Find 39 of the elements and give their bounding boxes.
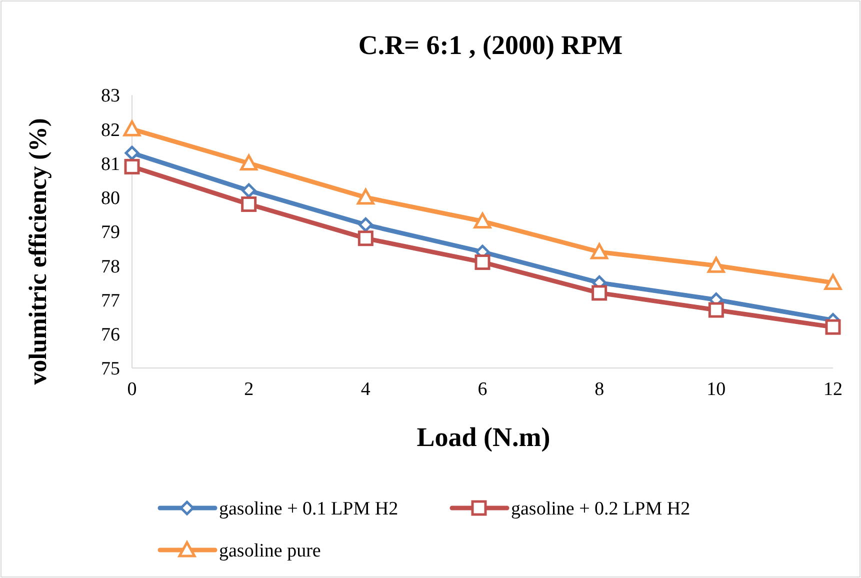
y-axis-title: volumitric efficiency (%) bbox=[25, 118, 52, 385]
point bbox=[358, 217, 373, 232]
point bbox=[241, 196, 257, 212]
legend-label: gasoline + 0.1 LPM H2 bbox=[219, 498, 398, 520]
x-tick-label: 10 bbox=[706, 379, 726, 400]
point bbox=[707, 256, 725, 273]
point bbox=[240, 154, 258, 170]
point bbox=[592, 285, 608, 301]
x-tick-label: 6 bbox=[478, 379, 488, 400]
point bbox=[242, 183, 256, 198]
point bbox=[123, 120, 141, 136]
y-tick-label: 77 bbox=[101, 290, 120, 312]
x-tick-label: 0 bbox=[127, 379, 137, 400]
point bbox=[824, 274, 842, 290]
point bbox=[825, 319, 841, 335]
point bbox=[708, 302, 724, 318]
point bbox=[474, 254, 490, 270]
y-tick-label: 83 bbox=[101, 86, 120, 107]
y-tick-label: 76 bbox=[101, 324, 120, 346]
point bbox=[124, 158, 140, 174]
x-tick-label: 4 bbox=[360, 379, 371, 400]
x-tick-label: 12 bbox=[824, 379, 842, 400]
y-tick-label: 75 bbox=[101, 358, 120, 380]
point bbox=[124, 146, 140, 160]
chart-title: C.R= 6:1 , (2000) RPM bbox=[358, 30, 623, 60]
x-tick-label: 8 bbox=[594, 379, 604, 400]
y-tick-label: 79 bbox=[101, 222, 120, 244]
y-tick-label: 81 bbox=[101, 154, 120, 175]
point bbox=[356, 188, 374, 205]
point bbox=[474, 212, 492, 229]
y-tick-label: 80 bbox=[101, 188, 120, 210]
y-tick-label: 82 bbox=[101, 120, 120, 141]
point bbox=[358, 230, 374, 246]
y-tick-label: 78 bbox=[101, 256, 120, 278]
point bbox=[590, 243, 608, 260]
legend-label: gasoline pure bbox=[219, 540, 321, 562]
x-axis-title: Load (N.m) bbox=[416, 422, 550, 452]
x-tick-label: 2 bbox=[244, 379, 254, 400]
legend-label: gasoline + 0.2 LPM H2 bbox=[511, 498, 690, 520]
